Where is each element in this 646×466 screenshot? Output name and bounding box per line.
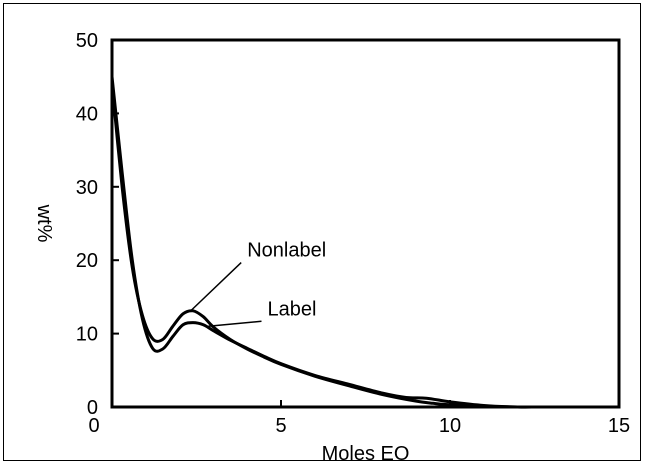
y-tick-label: 20 bbox=[76, 250, 98, 272]
x-tick-label: 0 bbox=[88, 415, 99, 437]
x-tick-label: 10 bbox=[439, 415, 461, 437]
y-tick-label: 10 bbox=[76, 324, 98, 346]
series-line-label bbox=[110, 76, 535, 409]
x-axis-ticks: 0 5 10 15 bbox=[88, 400, 630, 437]
x-tick-label: 5 bbox=[275, 415, 286, 437]
figure-frame bbox=[3, 3, 641, 461]
y-axis-title: wt% bbox=[33, 204, 55, 243]
annotation-layer: Nonlabel Label bbox=[190, 240, 326, 328]
y-tick-label: 0 bbox=[87, 397, 98, 419]
y-tick-label: 50 bbox=[76, 30, 98, 52]
series-layer bbox=[110, 76, 535, 409]
x-tick-label: 15 bbox=[608, 415, 630, 437]
annotation-leader-label bbox=[208, 320, 262, 328]
y-axis-ticks: 0 10 20 30 40 50 bbox=[76, 30, 119, 419]
annotation-leader-nonlabel bbox=[190, 261, 242, 311]
y-tick-label: 30 bbox=[76, 177, 98, 199]
annotation-label-nonlabel: Nonlabel bbox=[247, 240, 326, 262]
y-tick-label: 40 bbox=[76, 103, 98, 125]
x-axis-title: Moles EO bbox=[322, 443, 410, 465]
plot-area bbox=[110, 38, 621, 409]
annotation-label-label: Label bbox=[267, 298, 316, 320]
